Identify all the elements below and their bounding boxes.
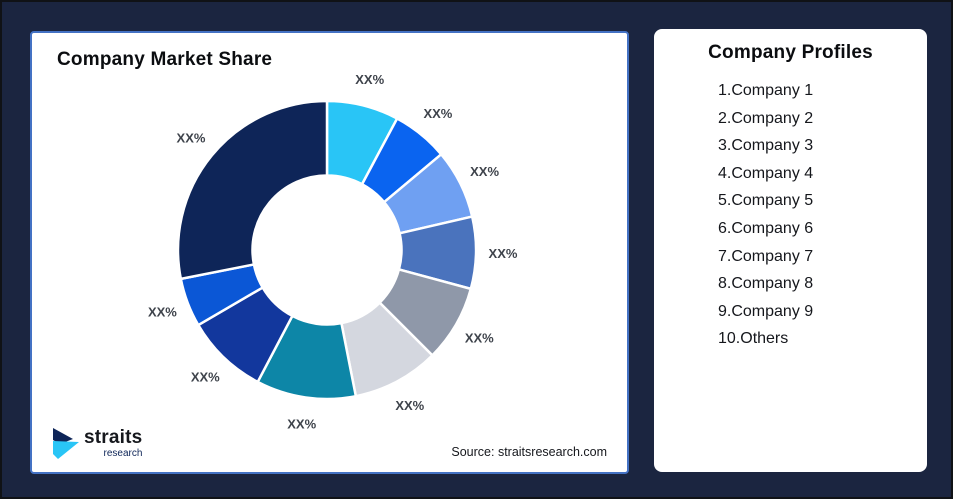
straits-logo-icon [53, 428, 79, 459]
slice-label-3: XX% [470, 164, 499, 179]
donut-chart-area: XX% XX% XX% XX% XX% XX% XX% XX% XX% XX% [77, 50, 577, 450]
profile-list-item: 5.Company 5 [718, 192, 814, 210]
profile-list-item: 6.Company 6 [718, 219, 814, 237]
source-attribution: Source: straitsresearch.com [451, 445, 607, 459]
slice-label-9: XX% [148, 305, 177, 320]
donut-segment-10 [176, 99, 329, 281]
profile-list-item: 3.Company 3 [718, 137, 814, 155]
slice-label-8: XX% [191, 370, 220, 385]
profile-list-item: 1.Company 1 [718, 82, 814, 99]
slice-label-2: XX% [423, 106, 452, 121]
profile-list-item: 7.Company 7 [718, 247, 814, 265]
profile-list-item: 4.Company 4 [718, 164, 814, 182]
slice-label-7: XX% [287, 417, 316, 432]
profiles-title: Company Profiles [708, 42, 873, 63]
profile-list-item: 10.Others [718, 330, 789, 348]
slice-label-1: XX% [355, 72, 384, 87]
company-list: 1.Company 1 2.Company 2 3.Company 3 4.Compa… [718, 77, 927, 353]
donut-chart: XX% XX% XX% XX% XX% XX% XX% XX% XX% XX% [148, 72, 518, 432]
logo-brand-text: straits [84, 427, 143, 448]
market-share-card: Company Market Share XX% XX% XX% XX% XX% XX% X… [30, 31, 629, 474]
profile-list-item: 8.Company 8 [718, 275, 814, 293]
slice-label-4: XX% [489, 246, 518, 261]
profile-list-item: 2.Company 2 [718, 109, 814, 127]
slice-label-10: XX% [177, 131, 206, 146]
straits-research-logo: straits research [52, 428, 142, 460]
logo-sub-text: research [103, 448, 143, 459]
profile-list-item: 9.Company 9 [718, 302, 814, 320]
company-profiles-card: Company Profiles 1.Company 1 2.Company 2 3… [654, 29, 927, 472]
logo-wordmark: straits research [84, 427, 143, 460]
slice-label-6: XX% [395, 398, 424, 413]
chart-title: Company Market Share [57, 49, 273, 70]
slice-label-5: XX% [465, 331, 494, 346]
